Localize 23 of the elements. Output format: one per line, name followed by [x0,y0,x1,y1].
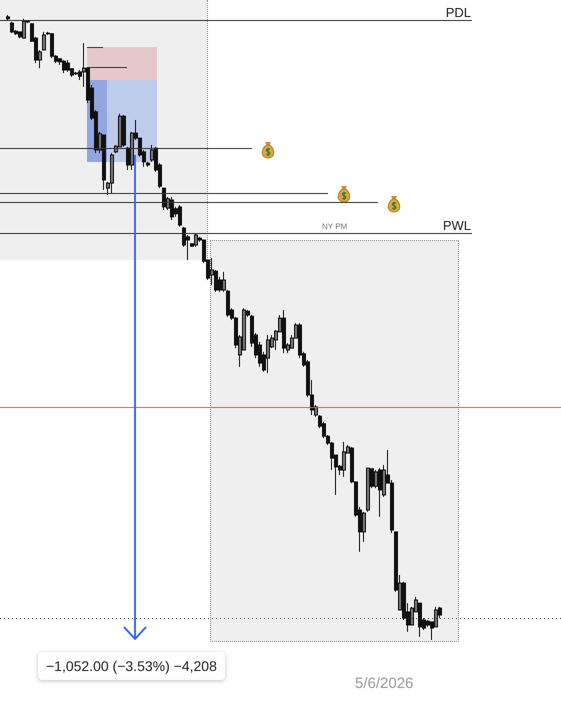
candlestick [162,188,166,210]
ref-line-label: PWL [442,218,471,234]
ref-line-label: PDL [446,5,471,20]
text: −1,052.00 (−3.53%) −4,208 [38,652,225,680]
candlestick [102,134,106,190]
candlestick [22,18,26,40]
candlestick [122,114,126,148]
candlestick [194,232,198,248]
candlestick [42,31,46,50]
text: 5/6/2026 [355,675,414,692]
annotation: NY PM [322,222,348,231]
candlestick [342,441,346,478]
candlestick [50,32,54,59]
candlestick [366,468,370,512]
candlestick [266,334,270,374]
candlestick [282,310,286,354]
candlestick [170,196,174,220]
candlestick [6,14,10,20]
candlestick [378,468,382,518]
candlestick [178,204,182,228]
candlestick [62,60,66,74]
candlestick [10,21,14,34]
candlestick [110,152,114,194]
